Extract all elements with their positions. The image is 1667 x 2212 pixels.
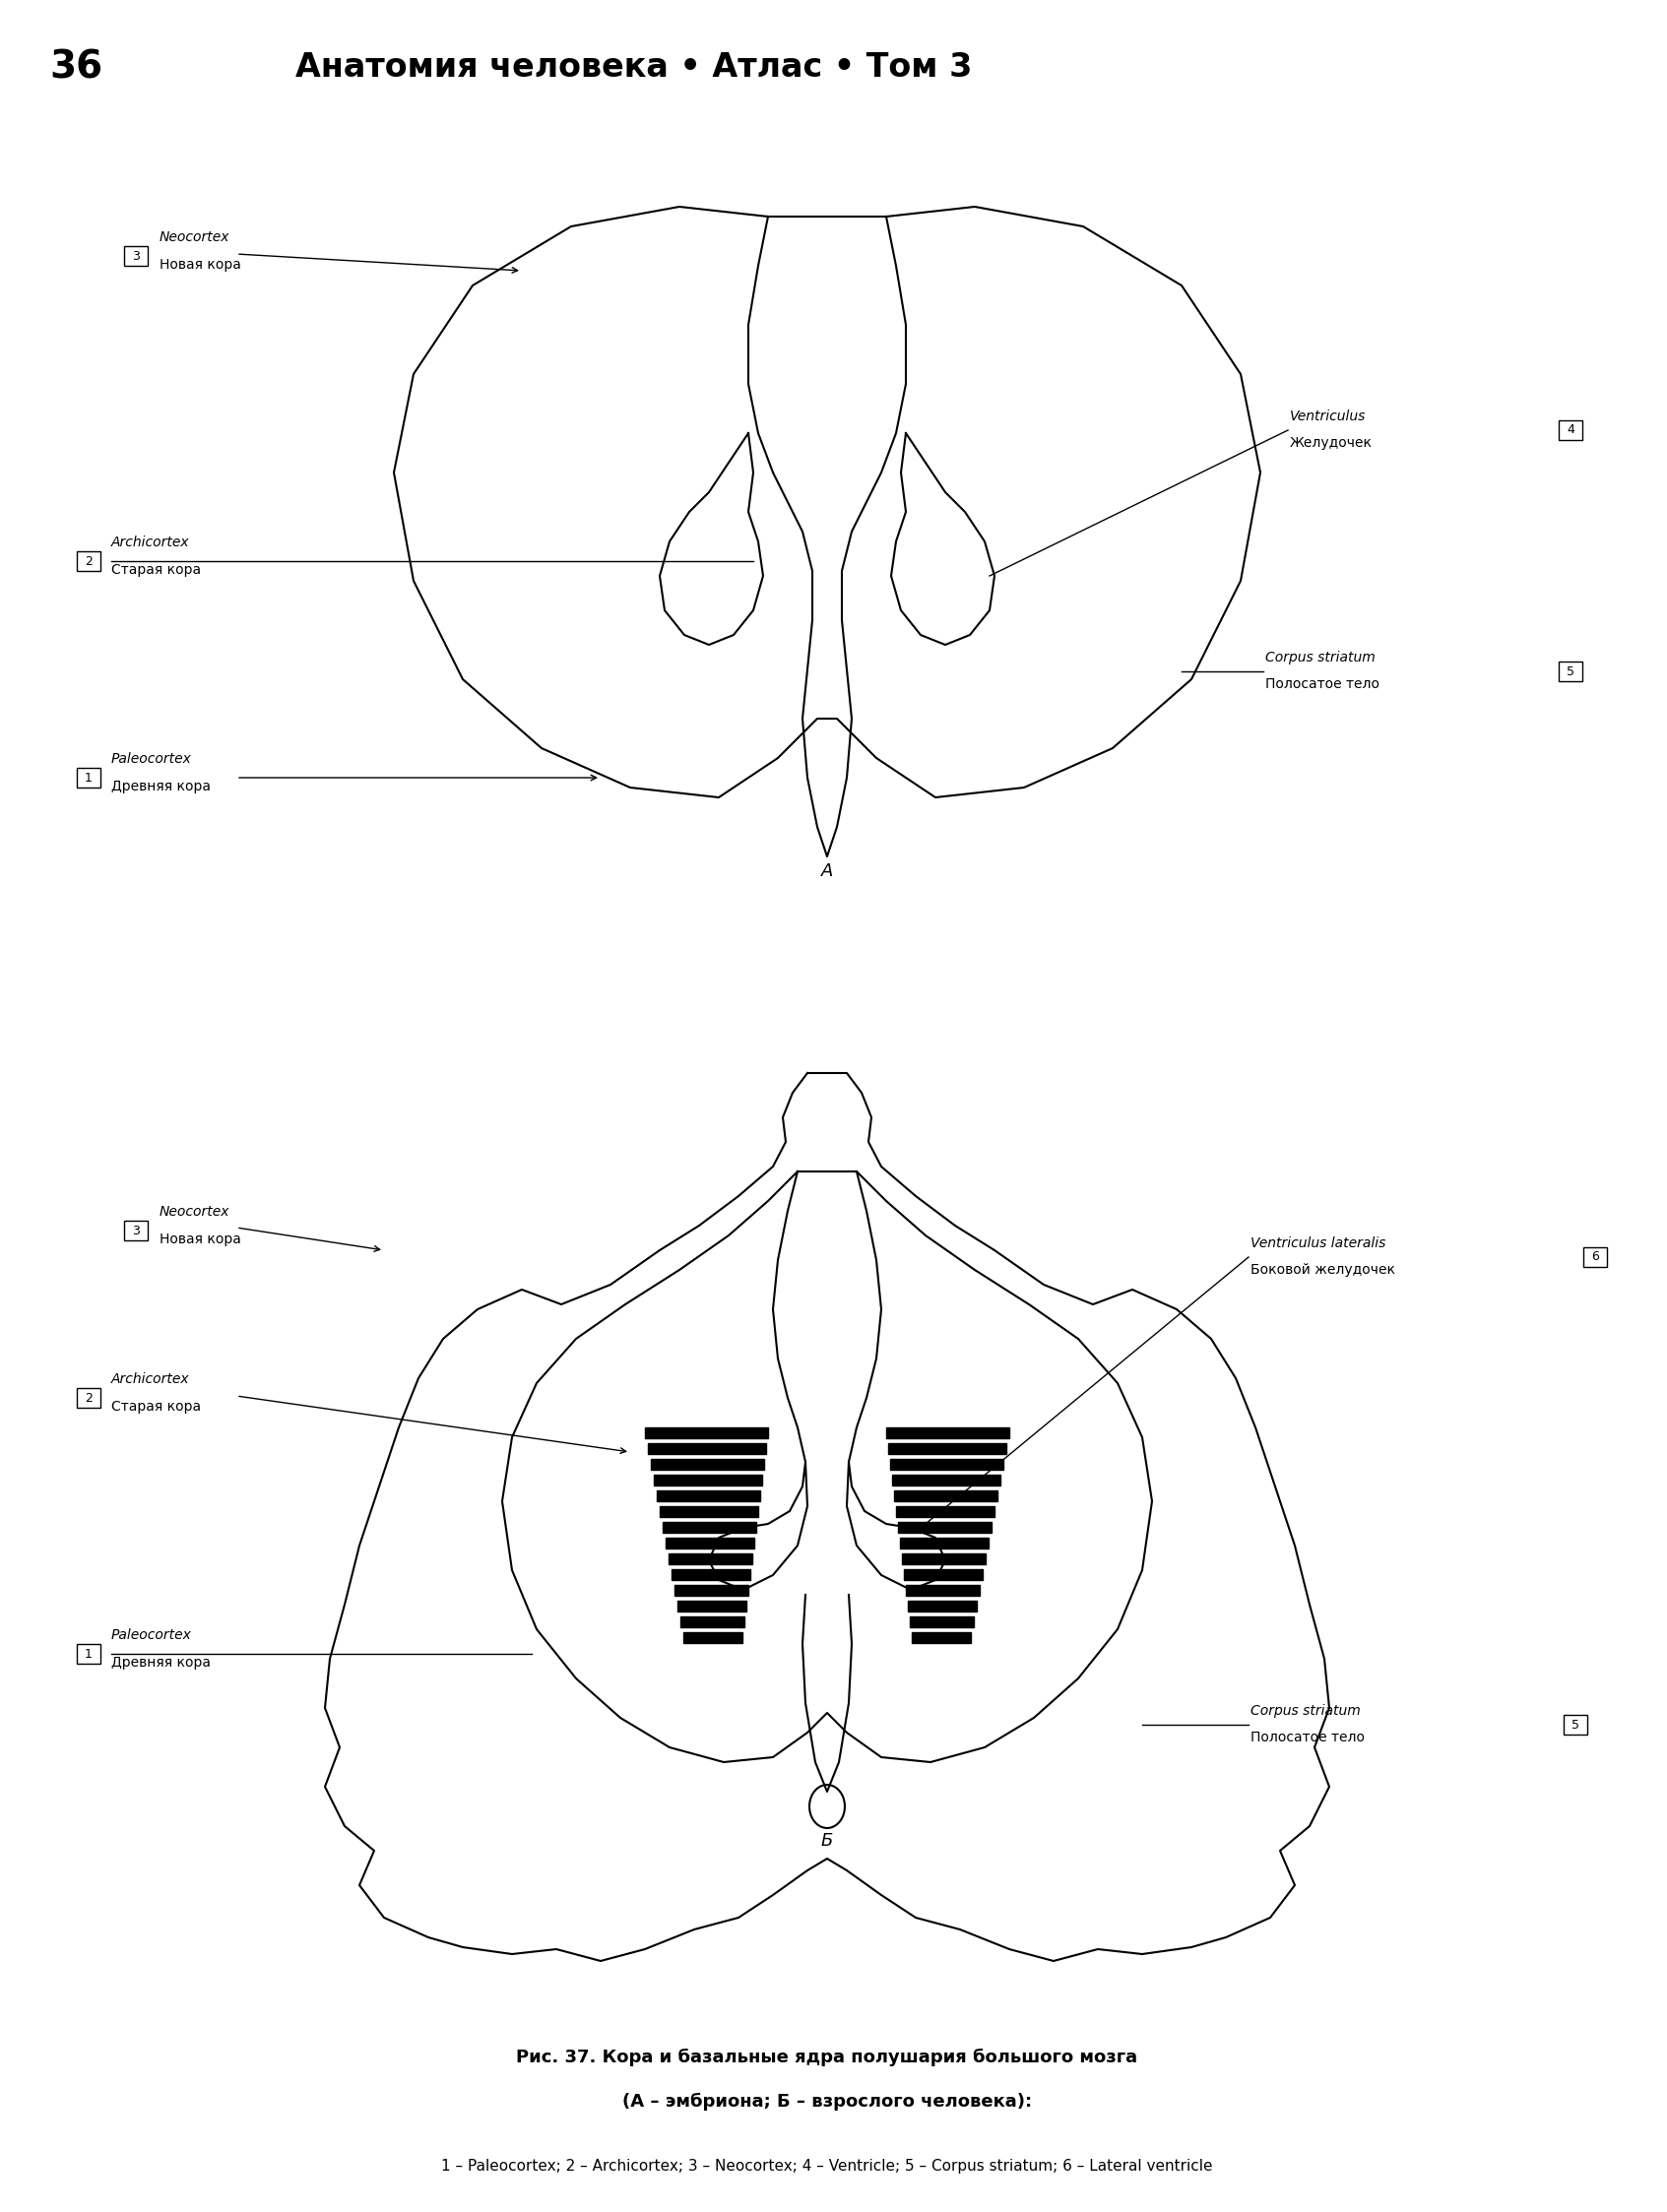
Text: 3: 3 xyxy=(132,1223,140,1237)
Bar xyxy=(1559,661,1582,681)
Bar xyxy=(680,1617,745,1628)
Bar xyxy=(645,1427,768,1438)
Text: 2: 2 xyxy=(85,1391,92,1405)
Bar xyxy=(904,1568,982,1579)
Text: Древняя кора: Древняя кора xyxy=(112,779,210,794)
Text: Paleocortex: Paleocortex xyxy=(112,752,192,765)
Text: Б: Б xyxy=(822,1832,834,1849)
Bar xyxy=(77,551,100,571)
Text: 1: 1 xyxy=(85,1648,92,1661)
Text: Archicortex: Archicortex xyxy=(112,535,190,549)
Bar xyxy=(900,1537,989,1548)
Text: Желудочек: Желудочек xyxy=(1290,436,1372,449)
Text: Древняя кора: Древняя кора xyxy=(112,1657,210,1670)
Bar xyxy=(77,1644,100,1663)
Bar xyxy=(663,1522,757,1533)
Text: 1: 1 xyxy=(85,772,92,783)
Text: 6: 6 xyxy=(1592,1250,1599,1263)
Bar xyxy=(665,1537,753,1548)
Text: 2: 2 xyxy=(85,555,92,568)
Bar xyxy=(677,1601,747,1613)
Bar xyxy=(897,1506,995,1517)
Bar xyxy=(77,768,100,787)
Bar xyxy=(890,1460,1004,1469)
Text: 5: 5 xyxy=(1567,666,1574,677)
Bar xyxy=(675,1586,748,1595)
Bar xyxy=(668,1553,752,1564)
Text: Полосатое тело: Полосатое тело xyxy=(1265,677,1380,690)
Bar xyxy=(77,1389,100,1407)
Text: Анатомия человека • Атлас • Том 3: Анатомия человека • Атлас • Том 3 xyxy=(295,51,972,84)
Text: (А – эмбриона; Б – взрослого человека):: (А – эмбриона; Б – взрослого человека): xyxy=(622,2093,1032,2110)
Text: Neocortex: Neocortex xyxy=(160,230,230,243)
Bar xyxy=(909,1601,977,1613)
Text: Corpus striatum: Corpus striatum xyxy=(1250,1703,1360,1719)
Text: Новая кора: Новая кора xyxy=(160,1232,242,1245)
Bar xyxy=(905,1586,980,1595)
Text: 1 – Paleocortex; 2 – Archicortex; 3 – Neocortex; 4 – Ventricle; 5 – Corpus stria: 1 – Paleocortex; 2 – Archicortex; 3 – Ne… xyxy=(442,2159,1214,2172)
Bar xyxy=(1559,420,1582,440)
Text: Полосатое тело: Полосатое тело xyxy=(1250,1730,1365,1745)
Bar xyxy=(650,1460,763,1469)
Bar xyxy=(672,1568,750,1579)
Bar xyxy=(912,1632,970,1644)
Text: Paleocortex: Paleocortex xyxy=(112,1628,192,1641)
Bar xyxy=(657,1491,760,1502)
Bar xyxy=(902,1553,985,1564)
Bar xyxy=(887,1427,1009,1438)
Text: Новая кора: Новая кора xyxy=(160,259,242,272)
Text: A: A xyxy=(822,863,834,880)
Bar xyxy=(1564,1714,1587,1734)
Text: 4: 4 xyxy=(1567,425,1574,436)
Text: 5: 5 xyxy=(1572,1719,1579,1732)
Text: Старая кора: Старая кора xyxy=(112,1400,202,1413)
Bar xyxy=(648,1442,767,1453)
Text: Corpus striatum: Corpus striatum xyxy=(1265,650,1375,664)
Text: Боковой желудочек: Боковой желудочек xyxy=(1250,1263,1395,1276)
Text: Ventriculus lateralis: Ventriculus lateralis xyxy=(1250,1237,1385,1250)
Text: Рис. 37. Кора и базальные ядра полушария большого мозга: Рис. 37. Кора и базальные ядра полушария… xyxy=(517,2048,1139,2066)
Bar xyxy=(899,1522,992,1533)
Bar xyxy=(683,1632,742,1644)
Bar xyxy=(653,1475,762,1486)
Text: Archicortex: Archicortex xyxy=(112,1371,190,1387)
Bar xyxy=(123,246,148,265)
Bar xyxy=(892,1475,1000,1486)
Text: Старая кора: Старая кора xyxy=(112,564,202,577)
Bar xyxy=(894,1491,997,1502)
Text: 3: 3 xyxy=(132,250,140,263)
Text: Neocortex: Neocortex xyxy=(160,1206,230,1219)
Bar xyxy=(123,1221,148,1241)
Bar xyxy=(1584,1248,1607,1267)
Text: 36: 36 xyxy=(50,49,103,86)
Bar xyxy=(910,1617,974,1628)
Bar xyxy=(660,1506,758,1517)
Text: Ventriculus: Ventriculus xyxy=(1290,409,1365,422)
Bar xyxy=(889,1442,1007,1453)
